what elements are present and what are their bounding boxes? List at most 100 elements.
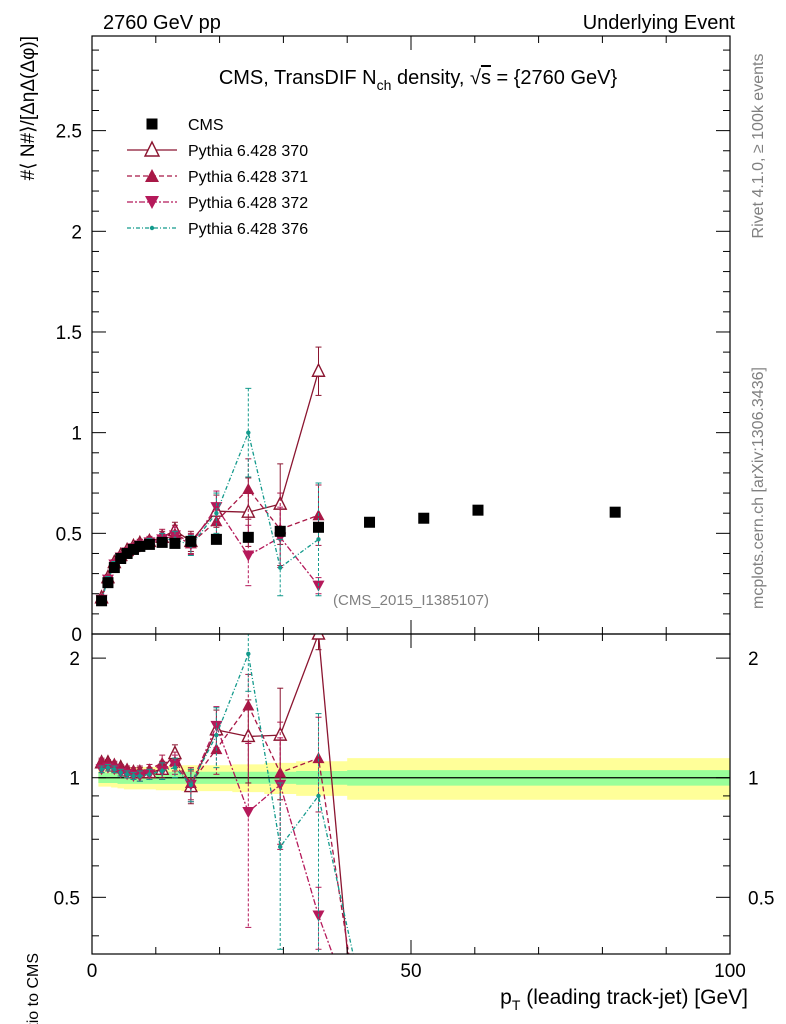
main-series [94, 346, 621, 607]
main-y-tick-labels: 0 0.5 1 1.5 2 2.5 [56, 122, 82, 646]
data-point [316, 537, 321, 542]
data-point [278, 565, 283, 570]
main-y-tick-label: 0 [71, 625, 82, 646]
title-part-s: s [481, 67, 491, 89]
data-point [168, 530, 181, 542]
data-point [312, 752, 325, 764]
rivet-version-label: Rivet 4.1.0, ≥ 100k events [750, 54, 767, 239]
ratio-frame [91, 633, 731, 955]
series-line [101, 651, 354, 954]
data-point [348, 979, 360, 990]
data-point [118, 770, 123, 775]
data-point [147, 772, 152, 777]
data-point [364, 516, 376, 528]
main-y-tick-label: 0.5 [56, 524, 82, 545]
data-point [210, 533, 222, 545]
x-tick-labels: 0 50 100 [87, 961, 746, 982]
data-point [242, 699, 255, 711]
ratio-y-tick-label-right: 0.5 [748, 888, 774, 909]
legend-label: Pythia 6.428 376 [188, 221, 308, 238]
data-point [472, 504, 484, 516]
data-point [99, 767, 104, 772]
series-cms [96, 504, 621, 607]
data-point [246, 430, 251, 435]
data-point [159, 768, 165, 774]
legend-entry: Pythia 6.428 371 [127, 169, 308, 186]
ratio-y-tick-labels: 0.5 0.5 1 1 2 2 [54, 649, 775, 909]
title-part-a: CMS, TransDIF N [219, 67, 377, 89]
legend-label: Pythia 6.428 372 [188, 195, 308, 212]
mcplots-credit-label: mcplots.cern.ch [arXiv:1306.3436] [750, 367, 767, 609]
data-point [121, 547, 133, 559]
title-part-c: = {2760 GeV} [491, 67, 618, 89]
series-pythia-6-428-371 [95, 673, 360, 990]
data-point [274, 766, 287, 778]
series-line [101, 634, 349, 954]
series-pythia-6-428-370 [94, 346, 326, 604]
data-point [210, 720, 223, 732]
data-point [131, 773, 136, 779]
x-tick-label: 0 [87, 961, 98, 982]
data-point [108, 562, 120, 574]
x-tick-label: 50 [400, 961, 421, 982]
data-point [312, 580, 325, 592]
legend-label: Pythia 6.428 371 [188, 169, 308, 186]
legend-label: CMS [188, 117, 224, 134]
ratio-y-tick-label-right: 1 [748, 769, 759, 790]
ratio-y-axis-label: Ratio to CMS [25, 953, 42, 1024]
data-point [172, 765, 178, 770]
main-panel: CMS, TransDIF Nch density, √s = {2760 Ge… [18, 35, 731, 646]
data-point [274, 525, 286, 537]
legend-entry: Pythia 6.428 372 [127, 195, 308, 212]
series-line [100, 371, 320, 598]
data-point [311, 362, 326, 377]
data-point [156, 536, 168, 548]
data-point [127, 543, 139, 555]
data-point [246, 651, 251, 657]
data-point [149, 225, 155, 231]
data-point [145, 196, 159, 209]
main-y-tick-label: 1 [71, 424, 82, 445]
series-pythia-6-428-376 [98, 387, 322, 603]
data-point [146, 118, 158, 130]
data-point [278, 844, 283, 850]
ratio-y-tick-label-right: 2 [748, 649, 759, 670]
data-point [143, 538, 155, 550]
legend-label: Pythia 6.428 370 [188, 143, 308, 160]
main-y-tick-label: 2.5 [56, 122, 82, 143]
legend: CMS Pythia 6.428 370 Pythia 6.428 371 Pythi… [127, 117, 308, 238]
series-line [101, 704, 350, 954]
data-point [418, 512, 430, 524]
series-pythia-6-428-372 [95, 706, 350, 991]
data-point [242, 806, 255, 818]
main-title: CMS, TransDIF Nch density, √s = {2760 Ge… [219, 67, 618, 93]
data-point [338, 980, 350, 991]
main-y-tick-label: 1.5 [56, 323, 82, 344]
data-point [609, 506, 621, 518]
x-axis-label: pT (leading track-jet) [GeV] [500, 986, 748, 1013]
series-pythia-6-428-371 [95, 458, 325, 604]
x-axis-label-rest: (leading track-jet) [GeV] [520, 986, 748, 1009]
data-point [112, 767, 117, 772]
data-point [311, 634, 326, 640]
ratio-series [94, 634, 360, 991]
legend-entry: Pythia 6.428 370 [127, 140, 308, 160]
data-point [105, 765, 111, 770]
data-point [316, 793, 321, 799]
legend-entry: Pythia 6.428 376 [127, 221, 308, 238]
data-point [188, 782, 194, 787]
ratio-panel: 0.5 0.5 1 1 2 2 0 50 100 Ratio to CMS pT (leadi… [25, 633, 775, 1024]
header-right: Underlying Event [583, 12, 736, 34]
data-point [169, 537, 181, 549]
data-point [312, 521, 324, 533]
data-point [185, 535, 197, 547]
data-point [143, 140, 161, 157]
data-point [134, 540, 146, 552]
data-point [137, 773, 143, 779]
series-pythia-6-428-376 [98, 634, 354, 954]
data-point [124, 772, 130, 777]
x-tick-label: 100 [714, 961, 746, 982]
header-left: 2760 GeV pp [103, 12, 221, 34]
data-point [214, 732, 219, 738]
legend-entry: CMS [146, 117, 224, 134]
